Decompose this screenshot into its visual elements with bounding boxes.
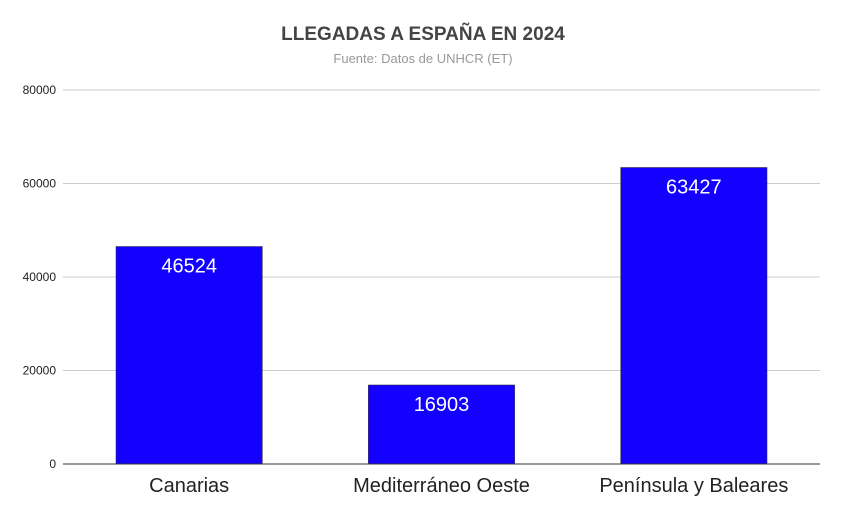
x-axis-ticks: Canarias Mediterráneo Oeste Península y Ba… [149,475,788,497]
y-tick-label: 80000 [23,83,57,97]
y-axis-ticks: 0 20000 40000 60000 80000 [23,83,57,471]
y-tick-label: 60000 [23,177,57,191]
x-tick-label: Mediterráneo Oeste [353,475,530,497]
x-tick-label: Península y Baleares [599,475,788,497]
bar [368,384,515,465]
y-tick-label: 0 [49,457,56,471]
bar-data-labels: 46524 16903 63427 [161,176,721,415]
bars [115,167,768,465]
chart-subtitle: Fuente: Datos de UNHCR (ET) [333,51,512,66]
x-tick-label: Canarias [149,475,229,497]
bar-value-label: 16903 [414,394,470,416]
bar [620,167,768,465]
bar [115,246,263,465]
y-tick-label: 20000 [23,364,57,378]
chart-title: LLEGADAS A ESPAÑA EN 2024 [281,23,565,45]
bar-value-label: 46524 [161,256,217,278]
y-tick-label: 40000 [23,270,57,284]
bar-value-label: 63427 [666,176,722,198]
